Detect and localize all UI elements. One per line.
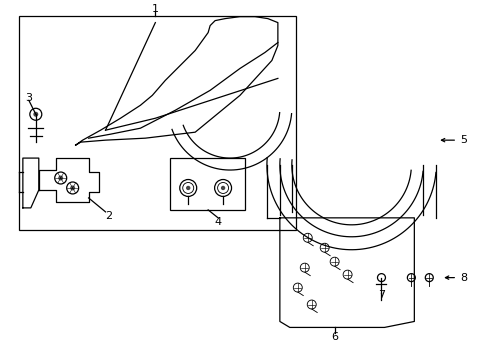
Bar <box>19 15 295 230</box>
Text: 7: 7 <box>377 289 384 300</box>
Text: 3: 3 <box>25 93 32 103</box>
Text: 5: 5 <box>460 135 467 145</box>
Text: 2: 2 <box>105 211 112 221</box>
Circle shape <box>33 112 38 117</box>
Text: 1: 1 <box>152 4 159 14</box>
Circle shape <box>58 176 63 180</box>
Circle shape <box>185 186 190 190</box>
Bar <box>170 158 244 210</box>
Circle shape <box>70 185 75 190</box>
Circle shape <box>221 186 225 190</box>
Text: 8: 8 <box>460 273 467 283</box>
Text: 6: 6 <box>330 332 338 342</box>
Text: 4: 4 <box>214 217 221 227</box>
